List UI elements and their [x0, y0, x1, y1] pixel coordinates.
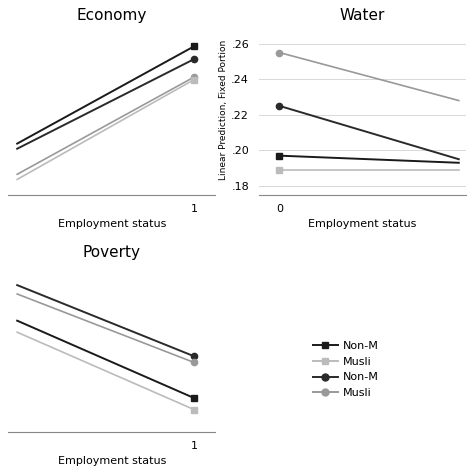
Legend: Non-M, Musli, Non-M, Musli: Non-M, Musli, Non-M, Musli — [313, 341, 379, 398]
Title: Water: Water — [339, 9, 385, 23]
Y-axis label: Linear Prediction, Fixed Portion: Linear Prediction, Fixed Portion — [219, 40, 228, 181]
X-axis label: Employment status: Employment status — [58, 219, 166, 228]
Title: Economy: Economy — [77, 9, 147, 23]
X-axis label: Employment status: Employment status — [308, 219, 416, 228]
X-axis label: Employment status: Employment status — [58, 456, 166, 465]
Title: Poverty: Poverty — [83, 246, 141, 260]
